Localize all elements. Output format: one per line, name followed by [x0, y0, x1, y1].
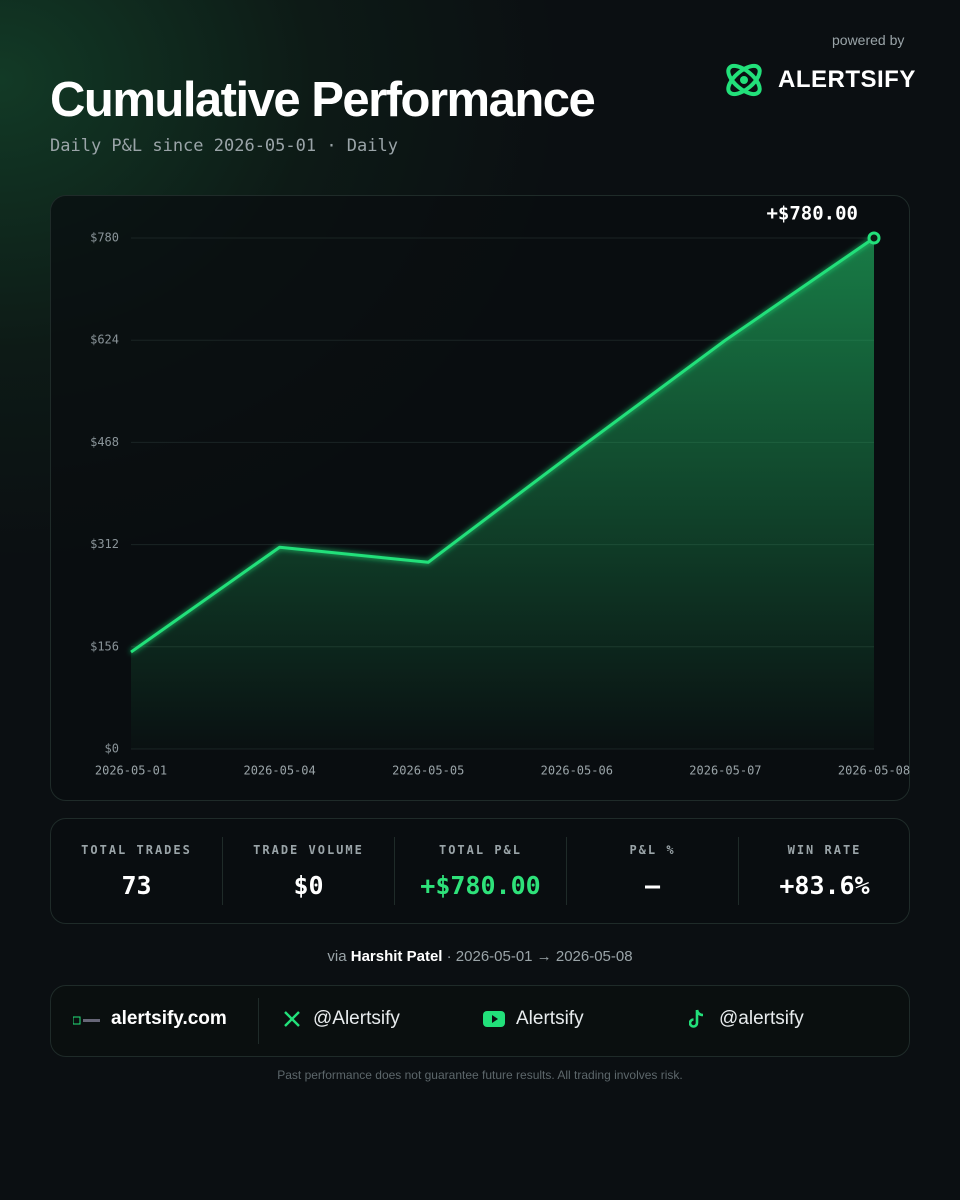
divider	[222, 837, 223, 905]
stat-value: —	[644, 871, 661, 900]
subtitle: Daily P&L since 2026-05-01 · Daily	[50, 136, 398, 156]
page-title: Cumulative Performance	[50, 73, 596, 127]
value-label: +$780.00	[766, 203, 858, 225]
stat-value: 73	[121, 871, 152, 900]
x-tick-label: 2026-05-01	[95, 764, 167, 778]
divider	[738, 837, 739, 905]
via-prefix: via	[327, 948, 347, 965]
youtube-link[interactable]: Alertsify	[516, 1008, 584, 1029]
divider	[258, 998, 259, 1044]
tiktok-link[interactable]: @alertsify	[719, 1008, 804, 1029]
via-line: via Harshit Patel · 2026-05-01 → 2026-05…	[0, 948, 960, 965]
x-tick-label: 2026-05-05	[392, 764, 464, 778]
disclaimer: Past performance does not guarantee futu…	[277, 1068, 683, 1082]
site-link[interactable]: alertsify.com	[111, 1008, 227, 1029]
stat-value: +83.6%	[779, 871, 870, 900]
area	[131, 238, 874, 749]
brand-name: ALERTSIFY	[778, 66, 916, 93]
mini-logo	[73, 1016, 100, 1025]
y-tick-label: $156	[90, 639, 119, 653]
x-tick-label: 2026-05-04	[243, 764, 315, 778]
tiktok-icon	[689, 1009, 704, 1028]
brand-logo	[726, 63, 762, 97]
links-card: alertsify.com @Alertsify Alertsify @aler…	[50, 985, 910, 1057]
stat: P&L % —	[567, 819, 738, 923]
stat: WIN RATE +83.6%	[739, 819, 910, 923]
divider	[566, 837, 567, 905]
x-link[interactable]: @Alertsify	[313, 1008, 400, 1029]
stat-value: $0	[293, 871, 324, 900]
stat-label: WIN RATE	[787, 843, 862, 857]
stat-label: P&L %	[629, 843, 676, 857]
line	[130, 236, 875, 654]
divider	[394, 837, 395, 905]
y-tick-label: $624	[90, 333, 119, 347]
powered-by: powered by	[832, 32, 905, 48]
via-name: Harshit Patel	[350, 948, 443, 965]
x-tick-label: 2026-05-07	[689, 764, 761, 778]
via-range: · 2026-05-01 → 2026-05-08	[446, 948, 633, 965]
y-tick-label: $780	[90, 231, 119, 245]
stat: TOTAL P&L +$780.00	[395, 819, 566, 923]
stat: TRADE VOLUME $0	[223, 819, 394, 923]
x-icon	[284, 1011, 300, 1027]
stats-card: TOTAL TRADES 73 TRADE VOLUME $0 TOTAL P&L +…	[50, 818, 910, 924]
stat-label: TOTAL P&L	[438, 843, 523, 857]
y-tick-label: $0	[105, 742, 119, 756]
end-marker	[867, 231, 881, 245]
y-tick-label: $312	[90, 537, 119, 551]
stat-label: TOTAL TRADES	[81, 843, 192, 857]
y-tick-label: $468	[90, 435, 119, 449]
stat: TOTAL TRADES 73	[51, 819, 222, 923]
x-tick-label: 2026-05-08	[838, 764, 910, 778]
youtube-icon	[483, 1011, 505, 1027]
stat-label: TRADE VOLUME	[253, 843, 364, 857]
stat-value: +$780.00	[420, 871, 541, 900]
x-tick-label: 2026-05-06	[541, 764, 613, 778]
